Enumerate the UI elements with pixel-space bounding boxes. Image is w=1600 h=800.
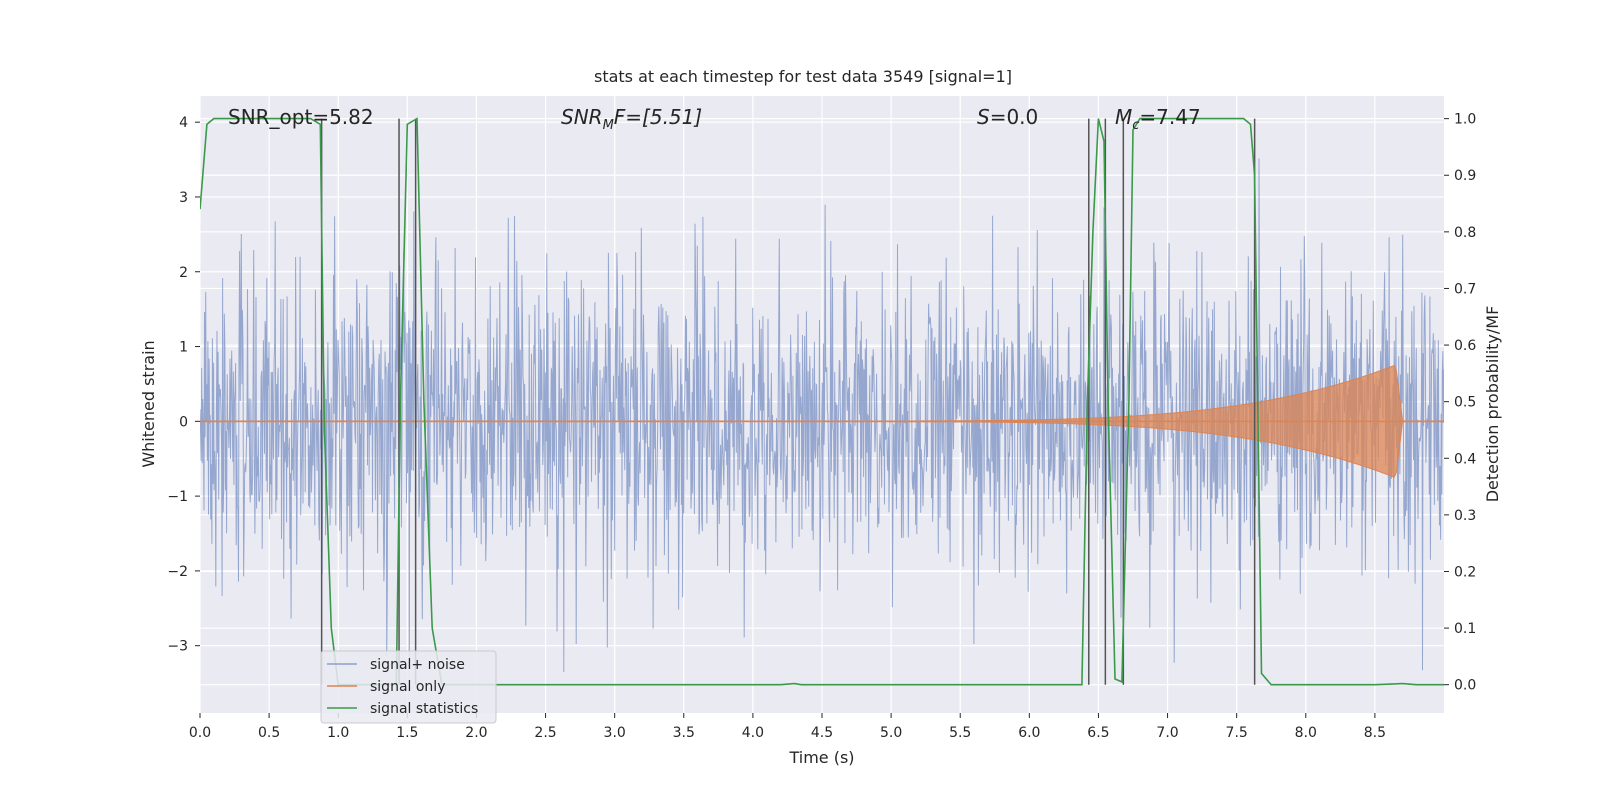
right-y-tick-label: 0.0 <box>1454 678 1476 694</box>
signal-noise-series <box>200 158 1444 673</box>
snr-mf-subscript: M <box>603 118 614 133</box>
x-tick-label: 1.0 <box>327 725 349 741</box>
x-tick-label: 7.0 <box>1156 725 1178 741</box>
right-y-tick-label: 0.3 <box>1454 508 1476 524</box>
snr-mf-base: SNR <box>561 105 603 129</box>
x-tick-label: 6.5 <box>1087 725 1109 741</box>
left-y-tick-label: −3 <box>167 639 188 655</box>
left-y-axis-label: Whitened strain <box>139 340 158 467</box>
right-y-tick-label: 0.4 <box>1454 451 1476 467</box>
x-tick-label: 8.0 <box>1295 725 1317 741</box>
x-axis-label: Time (s) <box>788 748 854 767</box>
x-tick-label: 5.0 <box>880 725 902 741</box>
right-y-tick-label: 0.7 <box>1454 281 1476 297</box>
x-tick-label: 5.5 <box>949 725 971 741</box>
legend-label-noise: signal+ noise <box>370 657 465 673</box>
left-y-tick-label: −2 <box>167 564 188 580</box>
legend-label-signal: signal only <box>370 679 445 695</box>
legend: signal+ noise signal only signal statist… <box>320 650 497 724</box>
signal-noise-line <box>200 158 1444 673</box>
x-axis-ticks: 0.0 0.5 1.0 1.5 2.0 2.5 3.0 3.5 4.0 4.5 5.0 5.5 6.0 6… <box>189 713 1386 741</box>
mc-annotation: Mc=7.47 <box>1115 105 1201 133</box>
left-y-tick-label: 0 <box>179 414 188 430</box>
x-tick-label: 8.5 <box>1364 725 1386 741</box>
right-y-tick-label: 0.2 <box>1454 564 1476 580</box>
x-tick-label: 0.5 <box>258 725 280 741</box>
x-tick-label: 2.5 <box>534 725 556 741</box>
right-y-axis-ticks: 1.0 0.9 0.8 0.7 0.6 0.5 0.4 0.3 0.2 0.1 0.0 <box>1444 112 1476 694</box>
right-y-axis-label: Detection probability/MF <box>1483 306 1502 503</box>
signal-only-series <box>200 364 1444 478</box>
snr-opt-annotation: SNR_opt=5.82 <box>228 105 374 129</box>
signal-statistics-line <box>200 117 1444 686</box>
left-y-axis-ticks: 4 3 2 1 0 −1 −2 −3 <box>167 115 200 655</box>
left-y-tick-label: 4 <box>179 115 188 131</box>
x-tick-label: 4.5 <box>811 725 833 741</box>
x-tick-label: 2.0 <box>465 725 487 741</box>
mc-value: =7.47 <box>1139 105 1200 129</box>
x-tick-label: 4.0 <box>742 725 764 741</box>
left-y-tick-label: −1 <box>167 489 188 505</box>
x-tick-label: 7.5 <box>1226 725 1248 741</box>
legend-box <box>320 650 497 724</box>
mc-subscript: c <box>1132 118 1139 133</box>
legend-label-stats: signal statistics <box>370 701 478 717</box>
x-tick-label: 3.5 <box>673 725 695 741</box>
right-y-tick-label: 0.9 <box>1454 168 1476 184</box>
x-tick-label: 6.0 <box>1018 725 1040 741</box>
right-y-tick-label: 0.8 <box>1454 225 1476 241</box>
signal-statistics-series <box>200 117 1444 686</box>
chart-title: stats at each timestep for test data 354… <box>594 67 1012 86</box>
snr-mf-annotation: SNRMF=[5.51] <box>561 105 702 133</box>
left-y-tick-label: 3 <box>179 190 188 206</box>
s-value: =0.0 <box>990 105 1039 129</box>
right-y-tick-label: 1.0 <box>1454 112 1476 128</box>
snr-mf-rest: F=[5.51] <box>614 105 702 129</box>
x-tick-label: 3.0 <box>604 725 626 741</box>
right-y-tick-label: 0.6 <box>1454 338 1476 354</box>
x-tick-label: 1.5 <box>396 725 418 741</box>
right-y-tick-label: 0.5 <box>1454 395 1476 411</box>
left-y-tick-label: 2 <box>179 265 188 281</box>
left-y-tick-label: 1 <box>179 340 188 356</box>
x-tick-label: 0.0 <box>189 725 211 741</box>
mc-letter: M <box>1115 105 1132 129</box>
right-y-tick-label: 0.1 <box>1454 621 1476 637</box>
s-letter: S <box>977 105 990 129</box>
detection-markers <box>320 118 1256 685</box>
s-annotation: S=0.0 <box>977 105 1038 129</box>
